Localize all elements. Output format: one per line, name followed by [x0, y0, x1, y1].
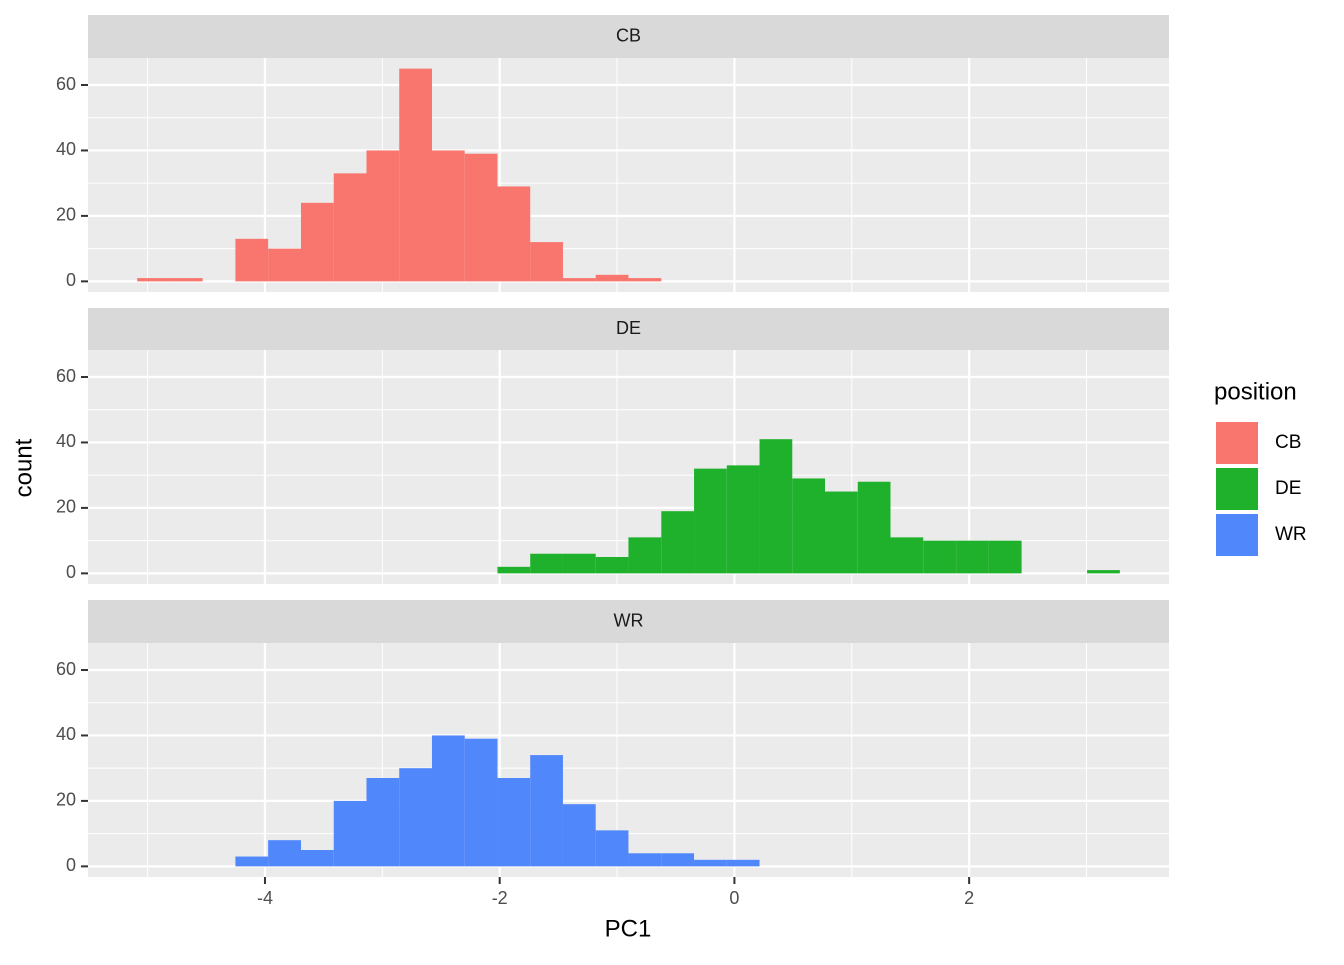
- strip-label: CB: [616, 25, 641, 45]
- bar: [628, 853, 662, 867]
- legend-label: WR: [1275, 524, 1307, 545]
- strip: [88, 600, 1169, 643]
- bar: [366, 150, 400, 282]
- y-tick-label: 40: [56, 431, 76, 451]
- bar: [661, 853, 695, 867]
- bar: [988, 540, 1022, 574]
- strip: [88, 15, 1169, 58]
- bar: [726, 465, 760, 574]
- legend-title: position: [1214, 378, 1297, 405]
- bar: [628, 537, 662, 574]
- y-tick-label: 20: [56, 497, 76, 517]
- bar: [562, 553, 596, 574]
- x-axis-title: PC1: [605, 915, 652, 942]
- panel-bg: [88, 643, 1169, 877]
- bar: [399, 68, 432, 282]
- legend-label: DE: [1275, 478, 1301, 499]
- legend-key: [1216, 514, 1258, 556]
- y-tick-label: 60: [56, 366, 76, 386]
- y-tick-label: 60: [56, 74, 76, 94]
- y-tick-label: 40: [56, 139, 76, 159]
- x-tick-label: 2: [964, 888, 974, 908]
- bar: [530, 242, 563, 282]
- bar: [661, 511, 695, 574]
- legend-key: [1216, 468, 1258, 510]
- y-axis-title: count: [10, 438, 37, 497]
- bar: [562, 278, 596, 282]
- x-tick-label: 0: [729, 888, 739, 908]
- x-tick-label: -2: [492, 888, 508, 908]
- bar: [235, 238, 269, 282]
- y-tick-label: 0: [66, 270, 76, 290]
- bar: [431, 735, 465, 867]
- bar: [137, 278, 170, 282]
- bar: [235, 856, 269, 867]
- bar: [464, 153, 498, 282]
- bar: [595, 830, 629, 867]
- bar: [530, 755, 563, 867]
- bar: [268, 840, 302, 867]
- bar: [333, 173, 367, 282]
- bar: [431, 150, 465, 282]
- bar: [825, 491, 858, 574]
- bar: [399, 768, 432, 867]
- bar: [333, 800, 367, 867]
- bar: [792, 478, 826, 574]
- strip: [88, 308, 1169, 350]
- bar: [694, 468, 727, 574]
- bar: [301, 202, 334, 282]
- strip-label: WR: [614, 610, 644, 630]
- bar: [956, 540, 989, 574]
- bar: [1087, 570, 1120, 574]
- y-tick-label: 0: [66, 855, 76, 875]
- y-tick-label: 0: [66, 562, 76, 582]
- bar: [268, 248, 302, 282]
- bar: [726, 859, 760, 867]
- bar: [366, 778, 400, 867]
- bar: [497, 778, 531, 867]
- bar: [497, 186, 531, 282]
- bar: [530, 553, 563, 574]
- bar: [694, 859, 727, 867]
- bar: [595, 557, 629, 574]
- y-tick-label: 60: [56, 659, 76, 679]
- legend-label: CB: [1275, 432, 1301, 453]
- bar: [562, 804, 596, 867]
- bar: [595, 274, 629, 282]
- bar: [628, 278, 662, 282]
- y-tick-label: 20: [56, 205, 76, 225]
- bar: [890, 537, 924, 574]
- strip-label: DE: [616, 318, 641, 338]
- y-tick-label: 40: [56, 724, 76, 744]
- bar: [301, 850, 334, 867]
- bar: [169, 278, 203, 282]
- legend-key: [1216, 422, 1258, 464]
- x-tick-label: -4: [257, 888, 273, 908]
- bar: [464, 738, 498, 867]
- bar: [497, 566, 531, 574]
- bar: [759, 439, 793, 574]
- y-tick-label: 20: [56, 790, 76, 810]
- bar: [923, 540, 957, 574]
- bar: [857, 481, 891, 574]
